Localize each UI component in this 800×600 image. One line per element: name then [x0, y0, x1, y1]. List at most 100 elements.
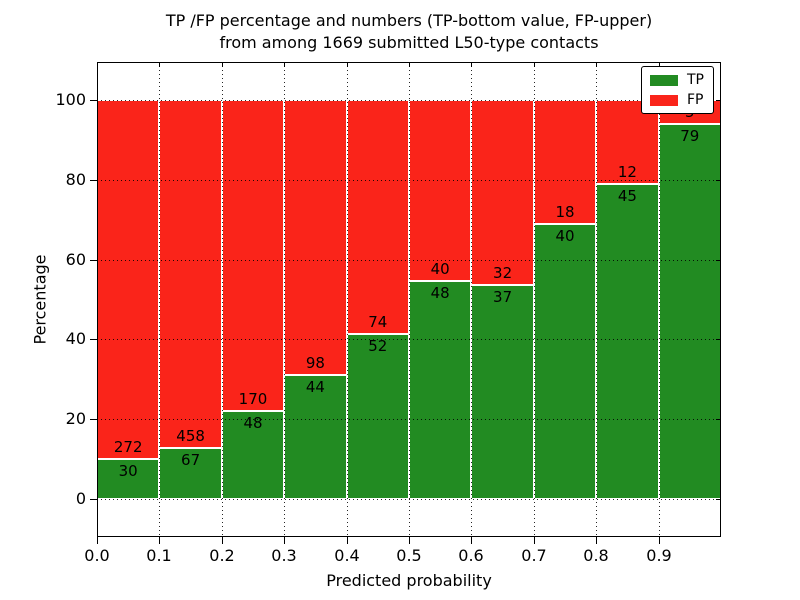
gridline	[408, 62, 410, 537]
x-tick-mark	[534, 537, 535, 544]
gridline	[97, 338, 721, 340]
x-tick-mark-top	[659, 62, 660, 67]
tp-count-label: 45	[617, 186, 637, 205]
fp-count-label: 98	[305, 354, 325, 373]
x-tick-label: 0.5	[396, 546, 422, 565]
gridline	[97, 259, 721, 261]
legend-fp-swatch	[650, 94, 678, 106]
bar-tp-segment	[159, 448, 222, 500]
x-tick-mark-top	[409, 62, 410, 67]
legend: TP FP	[641, 66, 714, 114]
tp-count-label: 40	[555, 226, 575, 245]
x-tick-mark-top	[97, 62, 98, 67]
x-tick-mark-top	[471, 62, 472, 67]
bar-fp-segment	[471, 99, 534, 286]
gridline	[470, 62, 472, 537]
x-tick-label: 0.1	[146, 546, 172, 565]
legend-fp-label: FP	[687, 92, 704, 108]
y-tick-mark-right	[716, 180, 721, 181]
fp-count-label: 40	[430, 260, 450, 279]
gridline	[221, 62, 223, 537]
bar-fp-segment	[409, 99, 472, 282]
bar-fp-segment	[221, 99, 285, 412]
y-tick-label: 0	[75, 489, 86, 508]
bar-tp-segment	[97, 459, 160, 500]
y-tick-label: 100	[55, 90, 86, 109]
y-tick-mark-right	[716, 260, 721, 261]
gridline	[533, 62, 535, 537]
x-tick-mark	[596, 537, 597, 544]
x-tick-label: 0.2	[209, 546, 235, 565]
y-tick-mark	[90, 180, 97, 181]
bar-tp-segment	[471, 285, 534, 500]
tp-count-label: 37	[493, 288, 513, 307]
x-tick-label: 0.9	[646, 546, 672, 565]
x-tick-mark	[409, 537, 410, 544]
fp-count-label: 272	[113, 438, 143, 457]
x-tick-label: 0.3	[271, 546, 297, 565]
legend-tp-label: TP	[687, 72, 704, 88]
gridline	[283, 62, 285, 537]
x-tick-mark-top	[534, 62, 535, 67]
bar-fp-segment	[346, 99, 409, 335]
x-tick-mark-top	[596, 62, 597, 67]
y-tick-mark-right	[716, 100, 721, 101]
gridline	[97, 179, 721, 181]
bar-fp-segment	[159, 99, 222, 449]
tp-count-label: 52	[368, 337, 388, 356]
y-axis-label: Percentage	[30, 254, 50, 345]
legend-tp-swatch	[650, 74, 678, 86]
y-tick-mark	[90, 339, 97, 340]
x-tick-label: 0.4	[334, 546, 360, 565]
tp-count-label: 79	[680, 126, 700, 145]
fp-count-label: 12	[617, 162, 637, 181]
bar-tp-segment	[346, 334, 409, 500]
fp-count-label: 32	[493, 264, 513, 283]
y-tick-mark	[90, 499, 97, 500]
gridline	[97, 99, 721, 101]
fp-count-label: 18	[555, 202, 575, 221]
x-tick-mark	[284, 537, 285, 544]
tp-count-label: 30	[118, 462, 138, 481]
tp-count-label: 48	[243, 414, 263, 433]
y-tick-mark	[90, 260, 97, 261]
y-tick-mark	[90, 100, 97, 101]
chart-title: TP /FP percentage and numbers (TP-bottom…	[97, 10, 721, 54]
y-tick-mark-right	[716, 339, 721, 340]
y-tick-label: 40	[65, 329, 86, 348]
x-tick-mark-top	[159, 62, 160, 67]
bar-tp-segment	[284, 375, 347, 500]
x-tick-mark	[97, 537, 98, 544]
y-tick-label: 60	[65, 250, 86, 269]
x-tick-mark	[159, 537, 160, 544]
gridline	[595, 62, 597, 537]
legend-entry-fp: FP	[650, 93, 704, 107]
gridline	[658, 62, 660, 537]
tp-count-label: 67	[181, 451, 201, 470]
fp-count-label: 458	[176, 427, 205, 446]
chart-title-line2: from among 1669 submitted L50-type conta…	[219, 33, 599, 52]
bar-fp-segment	[97, 99, 160, 460]
x-tick-mark	[659, 537, 660, 544]
bar-fp-segment	[284, 99, 347, 376]
bar-tp-segment	[409, 281, 472, 500]
y-tick-label: 80	[65, 170, 86, 189]
y-tick-mark-right	[716, 419, 721, 420]
gridline	[346, 62, 348, 537]
gridline	[158, 62, 160, 537]
x-tick-label: 0.6	[458, 546, 484, 565]
y-tick-mark-right	[716, 499, 721, 500]
y-tick-label: 20	[65, 409, 86, 428]
bar-tp-segment	[533, 223, 597, 500]
plot-area: 2723045867170489844745240483237184012455…	[90, 62, 721, 544]
x-tick-mark	[471, 537, 472, 544]
x-tick-mark-top	[284, 62, 285, 67]
x-tick-mark	[222, 537, 223, 544]
x-tick-mark-top	[347, 62, 348, 67]
y-tick-mark	[90, 419, 97, 420]
fp-count-label: 170	[238, 390, 268, 409]
x-tick-mark	[347, 537, 348, 544]
tp-count-label: 44	[305, 378, 325, 397]
x-axis-label: Predicted probability	[326, 571, 492, 590]
